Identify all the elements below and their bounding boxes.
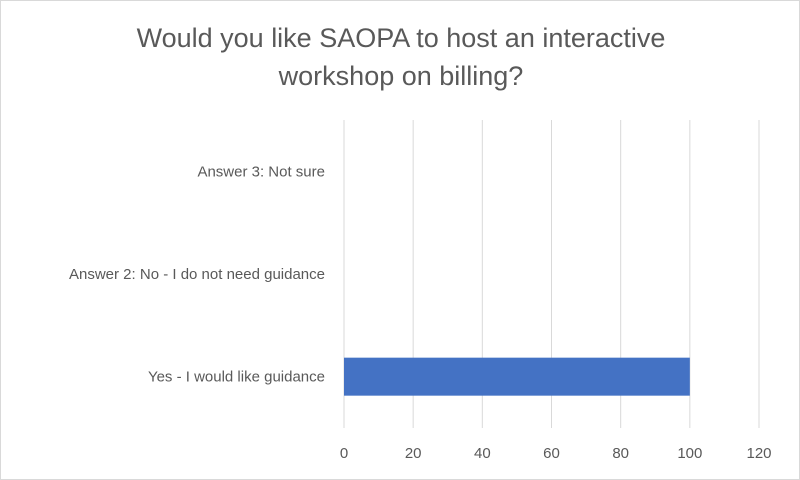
- chart-title-line-1: Would you like SAOPA to host an interact…: [136, 23, 666, 53]
- x-tick-label: 0: [340, 445, 348, 462]
- x-tick-label: 120: [746, 445, 771, 462]
- bar-2: [344, 357, 690, 396]
- x-tick-label: 20: [405, 445, 422, 462]
- category-label: Answer 2: No - I do not need guidance: [69, 266, 325, 283]
- category-label: Yes - I would like guidance: [148, 369, 325, 386]
- x-tick-label: 80: [612, 445, 629, 462]
- x-tick-label: 100: [677, 445, 702, 462]
- chart-title: Would you like SAOPA to host an interact…: [1, 19, 800, 95]
- x-tick-labels: 0 20 40 60 80 100 120: [340, 445, 772, 462]
- x-tick-label: 40: [474, 445, 491, 462]
- category-labels: Answer 3: Not sure Answer 2: No - I do no…: [69, 163, 325, 385]
- x-tick-label: 60: [543, 445, 560, 462]
- category-label: Answer 3: Not sure: [197, 163, 325, 180]
- bars: [344, 357, 690, 396]
- chart-title-line-2: workshop on billing?: [278, 61, 524, 91]
